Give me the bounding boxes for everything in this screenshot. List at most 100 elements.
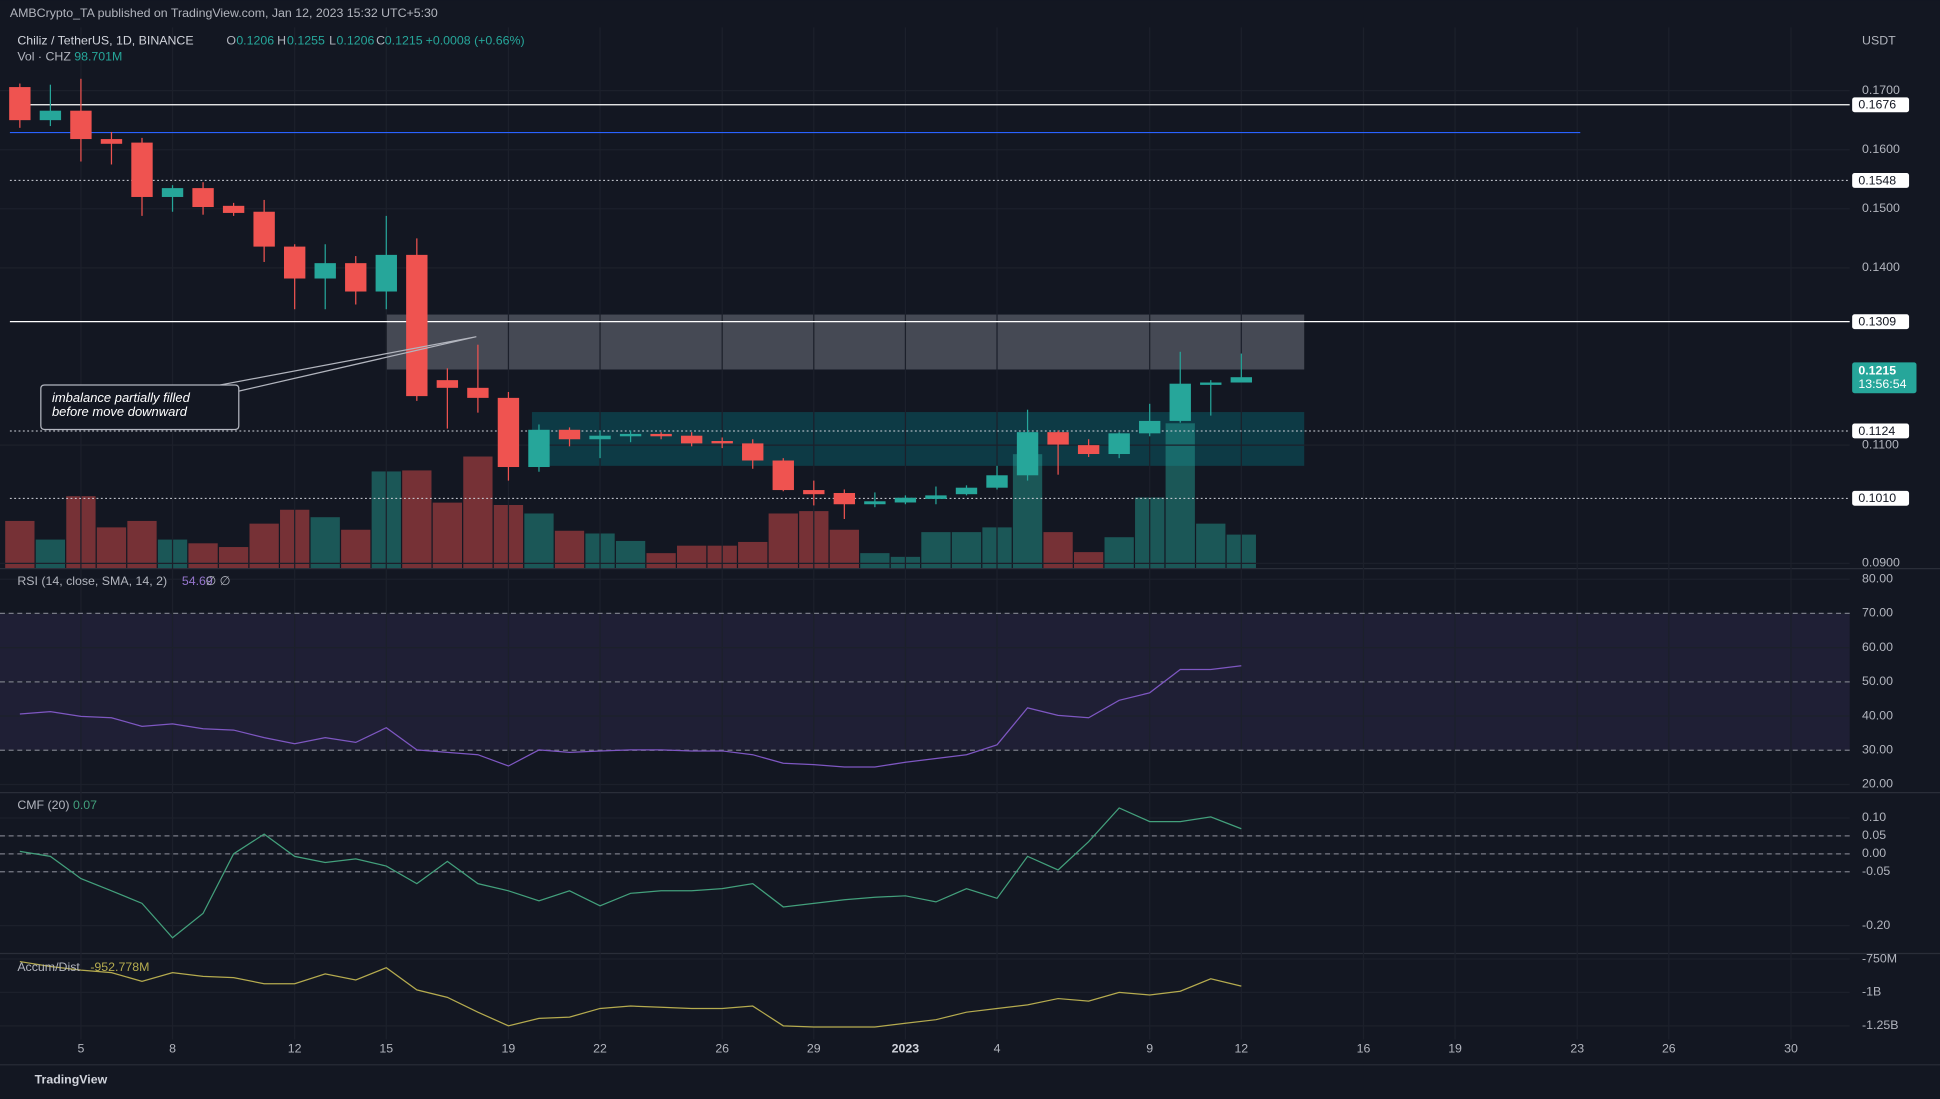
volume-bar xyxy=(677,545,707,569)
candle-body xyxy=(528,429,550,468)
candle-body xyxy=(986,475,1008,488)
candle-body xyxy=(70,110,92,140)
ohlc-value: 0.1255 xyxy=(287,33,325,47)
x-tick-label: 19 xyxy=(1448,1042,1462,1056)
candle-body xyxy=(742,443,764,461)
volume-last: 98.701M xyxy=(74,49,122,63)
candle-body xyxy=(894,497,917,503)
y-tick-label: -0.20 xyxy=(1862,918,1890,932)
x-tick-label: 2023 xyxy=(892,1042,920,1056)
publisher: AMBCrypto_TA published on TradingView.co… xyxy=(10,6,438,20)
volume-bar xyxy=(829,529,859,569)
x-tick-label: 26 xyxy=(715,1042,729,1056)
candle-body xyxy=(589,435,611,440)
rsi-title: RSI (14, close, SMA, 14, 2) xyxy=(17,574,167,588)
currency: USDT xyxy=(1862,33,1896,47)
y-tick-label: 80.00 xyxy=(1862,571,1893,585)
candle-body xyxy=(406,254,428,397)
candle-body xyxy=(803,490,825,495)
candle-body xyxy=(131,142,153,197)
candle-body xyxy=(100,139,123,144)
ad-last: -952.778M xyxy=(90,960,149,974)
candle-body xyxy=(314,263,336,279)
x-tick-label: 19 xyxy=(502,1042,516,1056)
level-tag xyxy=(1852,423,1910,439)
last-price-label: 0.1215 xyxy=(1858,363,1896,377)
candle-body xyxy=(1200,382,1222,385)
candle-body xyxy=(1016,432,1039,476)
candle-body xyxy=(1139,420,1161,434)
level-tag-label: 0.1548 xyxy=(1858,173,1896,187)
y-tick-label: -0.05 xyxy=(1862,864,1890,878)
volume-bar xyxy=(432,502,463,569)
candle-body xyxy=(39,110,62,121)
candle-body xyxy=(1230,377,1253,383)
candle-body xyxy=(1047,432,1069,445)
y-tick-label: 0.1400 xyxy=(1862,260,1900,274)
candle-body xyxy=(558,429,581,440)
volume-bar xyxy=(738,541,768,569)
candle-body xyxy=(1077,445,1100,455)
x-tick-label: 5 xyxy=(77,1042,84,1056)
volume-bar xyxy=(5,520,35,569)
volume-bar xyxy=(615,540,646,569)
candle-body xyxy=(1169,383,1191,421)
candle-body xyxy=(467,387,489,398)
ohlc-value: 0.1206 xyxy=(236,33,274,47)
x-tick-label: 16 xyxy=(1357,1042,1371,1056)
volume-bar xyxy=(921,532,951,569)
y-tick-label: 70.00 xyxy=(1862,606,1893,620)
ohlc-key: L xyxy=(329,33,336,47)
zone xyxy=(386,314,1305,370)
candle-body xyxy=(283,246,306,279)
level-tag-label: 0.1676 xyxy=(1858,98,1896,112)
volume-bar xyxy=(188,543,218,569)
layer xyxy=(9,78,1850,1028)
level-tag xyxy=(1852,97,1910,113)
volume-bar xyxy=(860,553,890,569)
ad-title: Accum/Dist xyxy=(17,960,80,974)
candle-body xyxy=(680,435,703,444)
callout-box xyxy=(40,384,240,431)
y-tick-label: 20.00 xyxy=(1862,777,1893,791)
indicator-line xyxy=(19,960,1242,1028)
x-tick-label: 30 xyxy=(1784,1042,1798,1056)
volume-bar xyxy=(127,520,157,569)
volume-bar xyxy=(402,470,432,569)
y-tick-label: 0.00 xyxy=(1862,846,1886,860)
volume-bar xyxy=(951,532,982,569)
volume-bar xyxy=(768,513,798,569)
rsi-last: 54.69 xyxy=(182,574,213,588)
y-tick-label: 50.00 xyxy=(1862,674,1893,688)
y-tick-label: 0.05 xyxy=(1862,828,1886,842)
change: +0.0008 (+0.66%) xyxy=(426,33,525,47)
callout-pointer xyxy=(220,336,477,392)
volume-bar xyxy=(341,529,371,569)
indicator-line xyxy=(19,665,1242,768)
candle-body xyxy=(619,433,642,437)
layer: 5 8 12 15 19 22 26 29 2023 4 9 12 16 19 23 26 300.17000.… xyxy=(40,83,1917,1056)
candle-body xyxy=(772,460,794,491)
candle-body xyxy=(864,501,886,505)
level-tag xyxy=(1852,314,1910,330)
candle-body xyxy=(253,211,275,247)
ohlc-value: 0.1206 xyxy=(337,33,375,47)
x-tick-label: 12 xyxy=(1234,1042,1248,1056)
y-tick-label: 0.1500 xyxy=(1862,201,1900,215)
candle-body xyxy=(161,188,184,197)
level-tag-label: 0.1010 xyxy=(1858,491,1896,505)
x-tick-label: 4 xyxy=(994,1042,1001,1056)
volume-bar xyxy=(646,553,676,569)
cmf-title: CMF (20) xyxy=(17,798,69,812)
y-tick-label: -750M xyxy=(1862,951,1897,965)
y-tick-label: 0.1100 xyxy=(1862,437,1899,451)
countdown: 13:56:54 xyxy=(1858,377,1906,391)
level-tag xyxy=(1852,173,1910,188)
level-tag xyxy=(1852,490,1910,506)
volume-bar xyxy=(1073,552,1104,569)
candle-body xyxy=(1108,433,1130,455)
volume-bar xyxy=(310,517,340,569)
x-tick-label: 22 xyxy=(593,1042,607,1056)
